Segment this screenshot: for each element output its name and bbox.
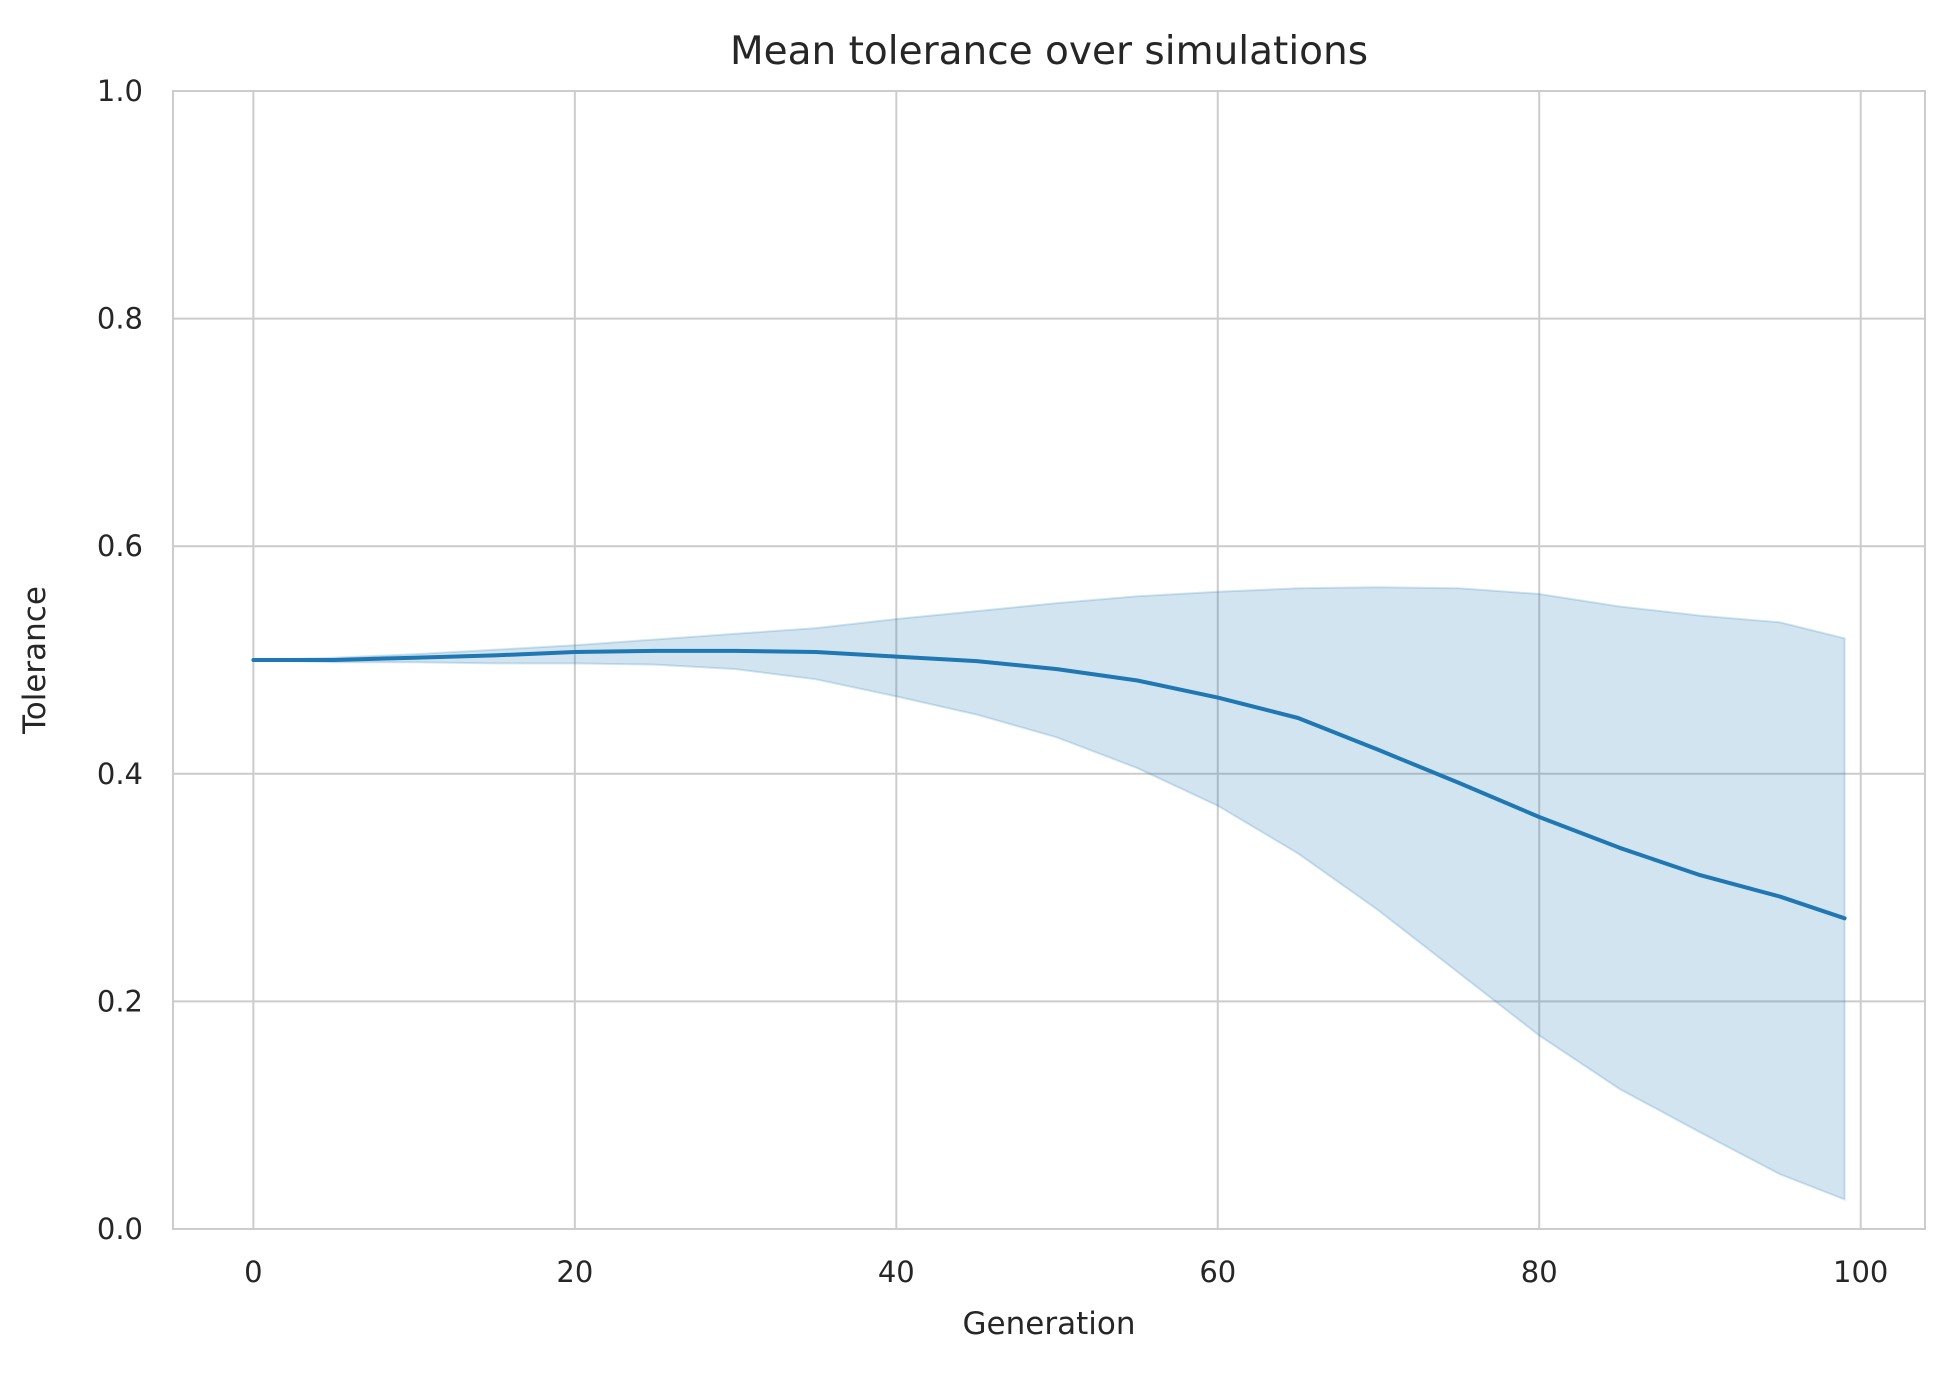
chart-title: Mean tolerance over simulations (730, 29, 1368, 74)
x-tick-label: 100 (1833, 1255, 1888, 1289)
y-tick-label: 0.4 (97, 757, 143, 791)
x-tick-label: 80 (1521, 1255, 1558, 1289)
y-tick-label: 1.0 (97, 74, 143, 108)
mean-tolerance-line (251, 648, 1847, 921)
y-tick-label: 0.2 (97, 984, 143, 1018)
y-axis-label: Tolerance (17, 586, 53, 735)
x-tick-label: 40 (878, 1255, 915, 1289)
x-axis-label: Generation (963, 1306, 1136, 1342)
mean-line (251, 648, 1847, 921)
x-tick-label: 20 (556, 1255, 593, 1289)
x-tick-label: 0 (244, 1255, 262, 1289)
plot-frame (172, 90, 1926, 1230)
x-tick-label: 60 (1199, 1255, 1236, 1289)
y-tick-labels: 0.0 0.2 0.4 0.6 0.8 1.0 (97, 74, 143, 1246)
grid (173, 90, 1925, 1230)
y-tick-label: 0.6 (97, 529, 143, 563)
y-tick-label: 0.0 (97, 1212, 143, 1246)
y-tick-label: 0.8 (97, 302, 143, 336)
x-tick-labels: 0 20 40 60 80 100 (244, 1255, 1888, 1289)
